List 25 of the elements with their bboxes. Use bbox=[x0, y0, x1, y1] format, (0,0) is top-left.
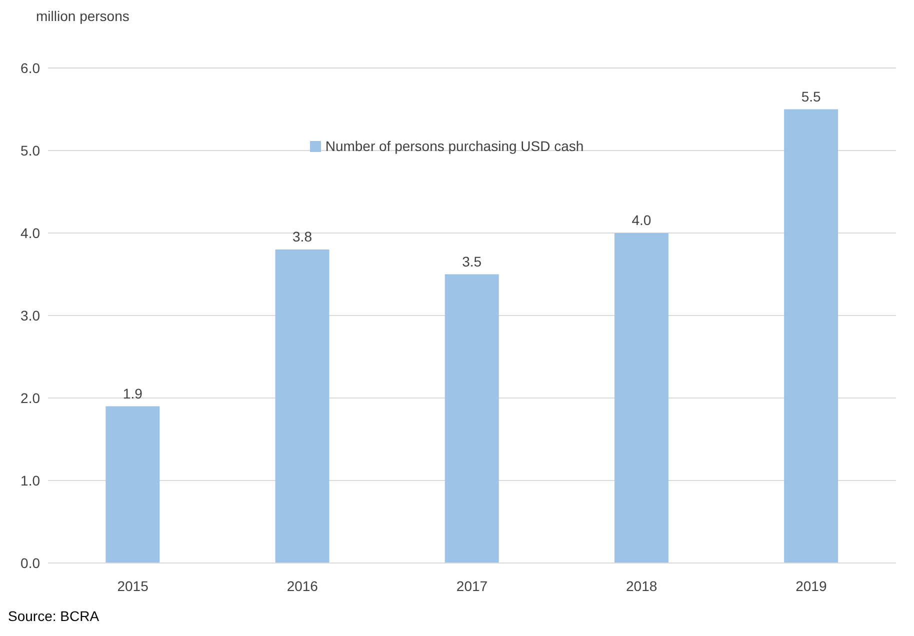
x-tick-label: 2018 bbox=[626, 578, 658, 594]
y-tick-label: 4.0 bbox=[20, 224, 40, 241]
y-axis-title: million persons bbox=[36, 8, 130, 24]
x-tick-label: 2016 bbox=[286, 578, 318, 594]
y-tick-label: 0.0 bbox=[20, 554, 40, 571]
x-tick-label: 2015 bbox=[117, 578, 149, 594]
bar bbox=[106, 406, 160, 563]
y-tick-label: 3.0 bbox=[20, 307, 40, 324]
x-tick-label: 2019 bbox=[796, 578, 827, 594]
data-label: 5.5 bbox=[801, 88, 822, 104]
data-label: 3.8 bbox=[292, 228, 312, 244]
data-label: 4.0 bbox=[632, 212, 652, 228]
y-tick-label: 5.0 bbox=[20, 142, 40, 158]
y-tick-label: 2.0 bbox=[20, 390, 40, 406]
bar bbox=[275, 250, 330, 563]
source-note: Source: BCRA bbox=[8, 608, 100, 624]
y-tick-label: 6.0 bbox=[20, 60, 40, 76]
legend-label: Number of persons purchasing USD cash bbox=[325, 138, 584, 154]
bar bbox=[614, 233, 668, 563]
bar bbox=[784, 109, 838, 563]
data-label: 3.5 bbox=[462, 253, 482, 270]
y-tick-label: 1.0 bbox=[20, 472, 40, 488]
data-label: 1.9 bbox=[122, 385, 143, 402]
x-tick-label: 2017 bbox=[456, 578, 488, 594]
bar bbox=[444, 274, 499, 563]
